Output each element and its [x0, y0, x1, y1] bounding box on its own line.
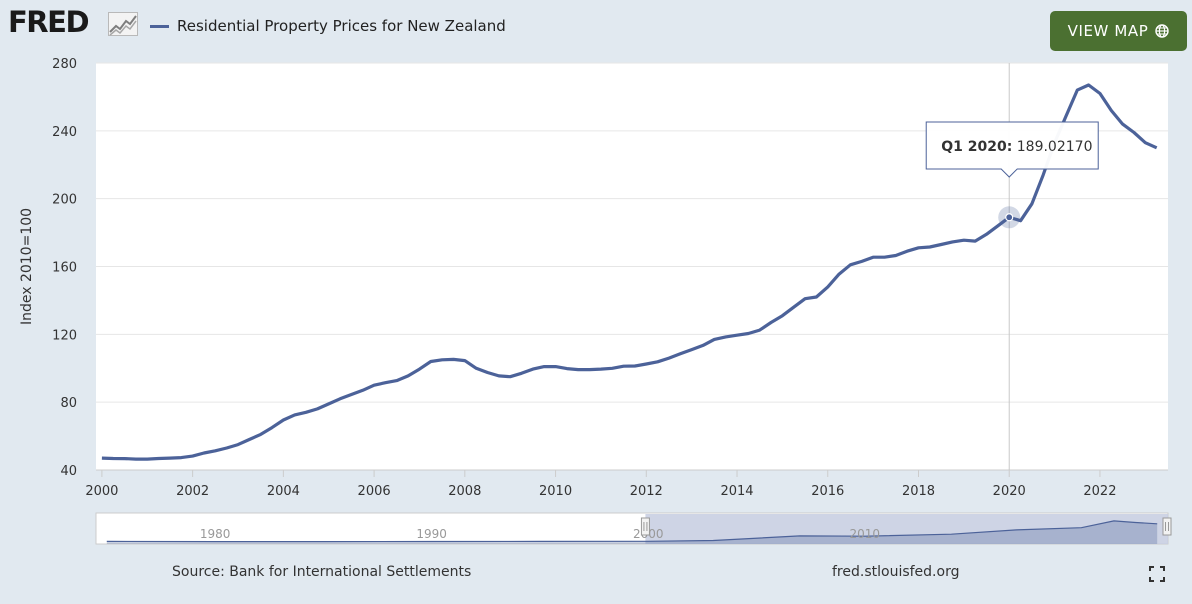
fullscreen-icon[interactable]	[1149, 566, 1165, 582]
navigator-label: 2010	[850, 527, 881, 541]
y-tick-label: 80	[60, 396, 77, 411]
y-tick-label: 40	[60, 464, 77, 479]
x-tick-label: 2010	[539, 484, 572, 499]
x-tick-label: 2008	[448, 484, 481, 499]
view-map-button[interactable]: VIEW MAP	[1050, 11, 1187, 51]
navigator-handle[interactable]	[1162, 517, 1172, 536]
x-tick-label: 2016	[811, 484, 844, 499]
series-line	[101, 83, 1158, 461]
x-tick-label: 2018	[902, 484, 935, 499]
x-tick-label: 2014	[720, 484, 753, 499]
x-tick-label: 2000	[85, 484, 118, 499]
tooltip-text: Q1 2020: 189.02170	[941, 139, 1092, 155]
highlight-point	[1005, 213, 1014, 222]
chart-header: FRED Residential Property Prices for New…	[0, 0, 1192, 56]
navigator-label: 1980	[200, 527, 231, 541]
y-tick-label: 200	[52, 193, 77, 208]
tooltip-value: 189.02170	[1012, 139, 1092, 155]
x-tick-label: 2002	[176, 484, 209, 499]
y-tick-label: 160	[52, 261, 77, 276]
legend-label: Residential Property Prices for New Zeal…	[177, 17, 506, 35]
legend[interactable]: Residential Property Prices for New Zeal…	[150, 17, 506, 35]
y-axis-title: Index 2010=100	[19, 208, 35, 325]
y-tick-label: 240	[52, 125, 77, 140]
globe-icon	[1155, 24, 1170, 38]
navigator-line	[106, 520, 1158, 543]
fred-chart-logo-icon	[108, 12, 138, 36]
source-label[interactable]: Source: Bank for International Settlemen…	[172, 564, 472, 580]
navigator-label: 1990	[416, 527, 447, 541]
x-tick-label: 2006	[358, 484, 391, 499]
x-tick-label: 2020	[993, 484, 1026, 499]
x-tick-label: 2022	[1083, 484, 1116, 499]
fred-logo[interactable]: FRED	[8, 5, 90, 39]
y-tick-label: 280	[52, 57, 77, 72]
tooltip-period: Q1 2020:	[941, 139, 1012, 155]
legend-swatch	[150, 24, 169, 28]
navigator-handle[interactable]	[640, 517, 650, 536]
x-tick-label: 2012	[630, 484, 663, 499]
view-map-label: VIEW MAP	[1067, 22, 1149, 40]
x-tick-label: 2004	[267, 484, 300, 499]
credit-link[interactable]: fred.stlouisfed.org	[832, 564, 960, 580]
tooltip-box	[925, 121, 1099, 178]
y-tick-label: 120	[52, 328, 77, 343]
navigator-area	[106, 520, 1158, 544]
